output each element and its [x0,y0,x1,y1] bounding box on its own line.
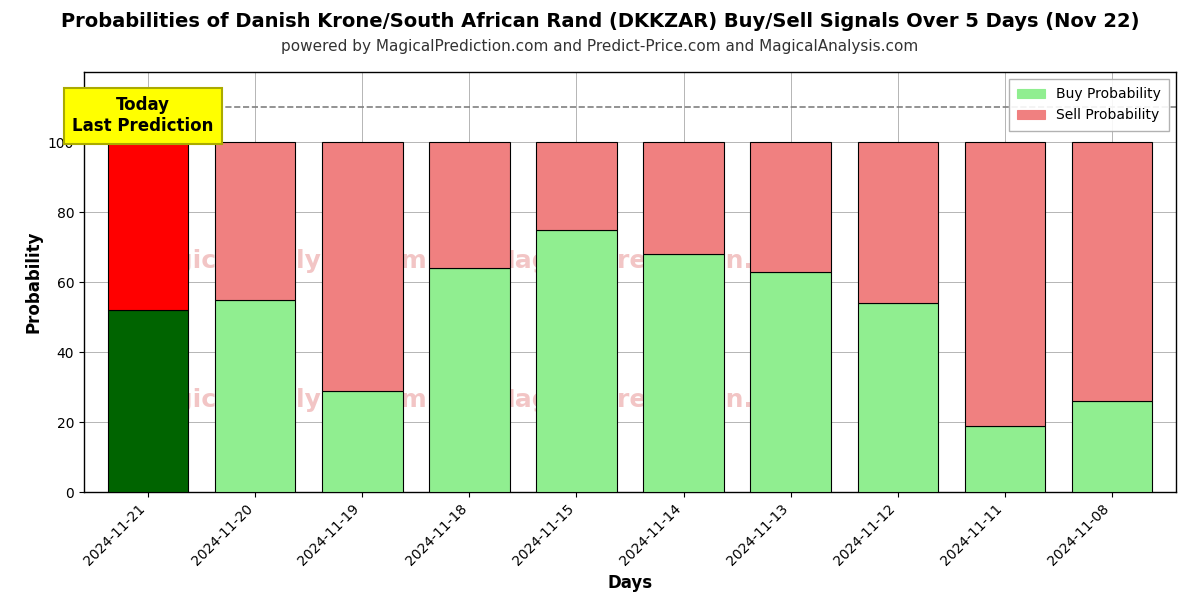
Bar [536,229,617,492]
Bar [750,142,830,271]
Text: powered by MagicalPrediction.com and Predict-Price.com and MagicalAnalysis.com: powered by MagicalPrediction.com and Pre… [281,39,919,54]
Bar [643,142,724,254]
Bar [323,391,402,492]
Bar [1072,401,1152,492]
Bar [643,254,724,492]
Text: MagicalAnalysis.com: MagicalAnalysis.com [133,249,427,273]
Bar [108,142,188,310]
Y-axis label: Probability: Probability [24,231,42,333]
Bar [858,303,937,492]
Bar [215,142,295,299]
Text: MagicalAnalysis.com: MagicalAnalysis.com [133,388,427,412]
Bar [108,310,188,492]
Text: MagicalPrediction.com: MagicalPrediction.com [491,388,812,412]
Bar [965,142,1045,425]
Text: MagicalPrediction.com: MagicalPrediction.com [491,249,812,273]
Bar [430,142,510,268]
Legend: Buy Probability, Sell Probability: Buy Probability, Sell Probability [1009,79,1169,131]
Bar [323,142,402,391]
Bar [858,142,937,303]
Bar [750,271,830,492]
Bar [215,299,295,492]
X-axis label: Days: Days [607,574,653,592]
Bar [1072,142,1152,401]
Bar [965,425,1045,492]
Bar [536,142,617,229]
Text: Probabilities of Danish Krone/South African Rand (DKKZAR) Buy/Sell Signals Over : Probabilities of Danish Krone/South Afri… [61,12,1139,31]
Bar [430,268,510,492]
Text: Today
Last Prediction: Today Last Prediction [72,97,214,135]
